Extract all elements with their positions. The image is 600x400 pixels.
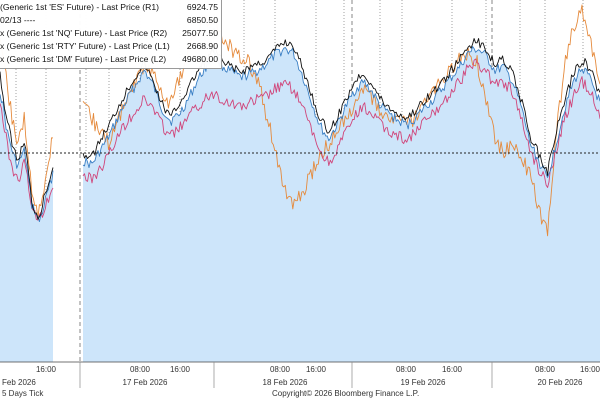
date-label: Feb 2026 xyxy=(2,378,36,387)
x-tick-label: 16:00 xyxy=(170,365,191,374)
x-tick-label: 16:00 xyxy=(442,365,463,374)
x-tick-label: 08:00 xyxy=(396,365,417,374)
nq-area-fill xyxy=(0,94,53,363)
legend-entry-nq: x (Generic 1st 'NQ' Future) - Last Price… xyxy=(0,28,218,39)
footer-period: 5 Days Tick xyxy=(2,389,44,398)
legend-entry-rty: x (Generic 1st 'RTY' Future) - Last Pric… xyxy=(0,41,218,52)
x-tick-label: 08:00 xyxy=(270,365,291,374)
legend-value: 25077.50 xyxy=(182,28,218,38)
legend-value: 6850.50 xyxy=(186,15,218,25)
series-line-es xyxy=(0,71,54,220)
legend-label: x (Generic 1st 'NQ' Future) - Last Price… xyxy=(0,28,168,38)
series-lines xyxy=(0,4,600,237)
x-tick-label: 08:00 xyxy=(535,365,556,374)
legend-value: 6924.75 xyxy=(186,2,218,12)
legend-value: 2668.90 xyxy=(186,41,218,51)
legend-entry-dm: x (Generic 1st 'DM' Future) - Last Price… xyxy=(0,54,218,65)
x-tick-label: 08:00 xyxy=(130,365,151,374)
legend-value: 49680.00 xyxy=(182,54,218,64)
date-label: 17 Feb 2026 xyxy=(123,378,168,387)
series-line-dm xyxy=(82,4,600,237)
footer-copyright: Copyright© 2026 Bloomberg Finance L.P. xyxy=(272,389,420,398)
legend-label: (Generic 1st 'ES' Future) - Last Price (… xyxy=(0,2,159,12)
legend: (Generic 1st 'ES' Future) - Last Price (… xyxy=(0,0,222,69)
legend-entry-es: (Generic 1st 'ES' Future) - Last Price (… xyxy=(0,2,218,13)
legend-label: 02/13 ---- xyxy=(0,15,36,25)
series-line-es xyxy=(82,38,600,177)
date-label: 19 Feb 2026 xyxy=(401,378,446,387)
nq-area xyxy=(0,46,600,363)
x-tick-label: 16:00 xyxy=(580,365,600,374)
nq-area-fill xyxy=(83,46,600,362)
x-tick-label: 16:00 xyxy=(306,365,327,374)
series-line-rty xyxy=(82,58,600,188)
date-label: 20 Feb 2026 xyxy=(538,378,583,387)
legend-label: x (Generic 1st 'DM' Future) - Last Price… xyxy=(0,54,167,64)
series-line-dm xyxy=(0,37,54,220)
date-label: 18 Feb 2026 xyxy=(263,378,308,387)
series-line-rty xyxy=(0,103,54,221)
legend-label: x (Generic 1st 'RTY' Future) - Last Pric… xyxy=(0,41,170,51)
legend-entry-ref: 02/13 ---- 6850.50 xyxy=(0,15,218,26)
series-line-nq xyxy=(0,94,54,223)
x-tick-label: 16:00 xyxy=(36,365,57,374)
series-line-nq xyxy=(82,46,600,178)
x-axis: 16:00 08:00 16:00 08:00 16:00 08:00 16:00 08:00… xyxy=(0,361,600,388)
